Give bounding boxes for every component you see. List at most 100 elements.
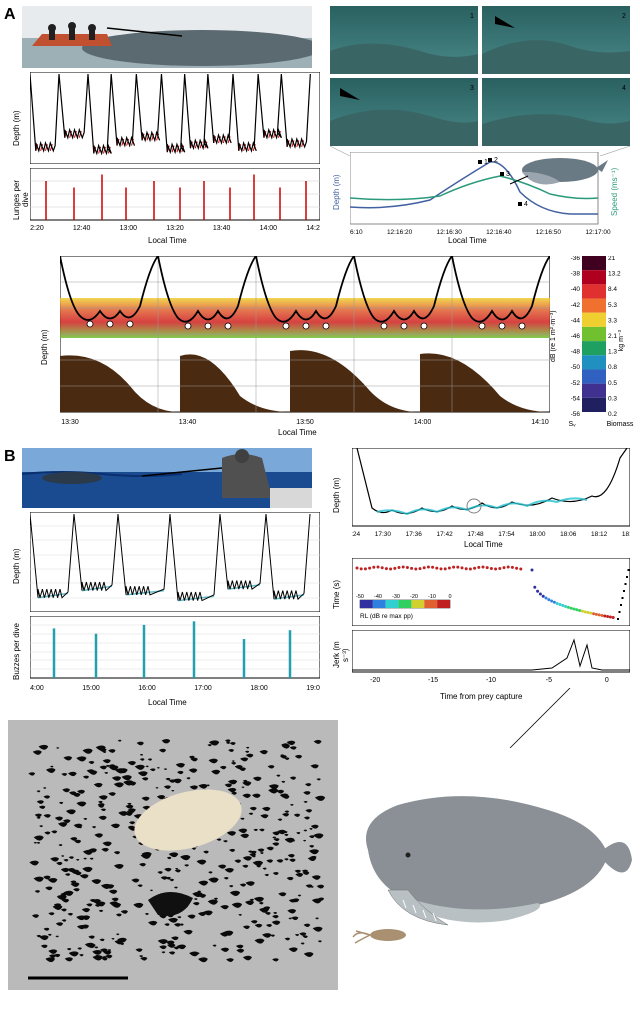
svg-text:-20: -20 [410,594,418,600]
svg-text:17:42: 17:42 [437,531,454,538]
svg-text:-20: -20 [370,677,380,684]
svg-text:-40: -40 [374,594,382,600]
svg-text:0: 0 [448,594,451,600]
svg-text:4: 4 [524,201,528,208]
panel-a-label: A [4,6,16,24]
b-detail-xlabel: Local Time [464,540,503,549]
svg-text:-52: -52 [571,380,581,387]
svg-text:-48: -48 [571,349,581,356]
b-ici-chart: RL (dB re max pp) -50-40-30-20-100 [352,558,630,626]
svg-text:2: 2 [622,13,626,20]
svg-text:14:00: 14:00 [414,419,432,426]
svg-text:14:00: 14:00 [30,685,44,692]
svg-text:-36: -36 [571,256,581,262]
svg-text:12:16:10: 12:16:10 [350,229,363,236]
b-depth-xlabel: Local Time [148,698,187,707]
svg-text:-10: -10 [428,594,436,600]
svg-text:0: 0 [605,677,609,684]
a-depth-ylabel: Depth (m) [12,92,21,164]
svg-text:5.3: 5.3 [608,302,617,309]
svg-text:-42: -42 [571,302,581,309]
panel-b-label: B [4,448,16,466]
svg-text:4: 4 [622,85,626,92]
a-depth-xlabel: Local Time [148,236,187,245]
svg-text:17:24: 17:24 [352,531,361,538]
svg-text:1: 1 [470,13,474,20]
b-connector [480,688,580,748]
svg-text:1.3: 1.3 [608,349,617,356]
a-zoom-depth-ylabel: Depth (m) [332,162,341,222]
svg-text:17:30: 17:30 [375,531,392,538]
svg-text:12:40: 12:40 [73,225,91,232]
svg-text:12:17:00: 12:17:00 [585,229,611,236]
svg-text:-44: -44 [571,317,581,324]
a-zoom-chart: 12:16:10 12:16:20 12:16:30 12:16:40 12:16:50… [350,152,612,240]
a-zoom-speed-ylabel: Speed (ms⁻¹) [610,162,619,222]
svg-text:19:00: 19:00 [306,685,320,692]
a-zoom-xlabel: Local Time [448,236,487,245]
svg-text:18:18: 18:18 [622,531,630,538]
svg-text:0.8: 0.8 [608,364,617,371]
svg-text:17:54: 17:54 [498,531,515,538]
svg-text:17:00: 17:00 [194,685,212,692]
a-lunges-ylabel: Lunges per dive [12,172,30,228]
svg-text:-40: -40 [571,286,581,293]
svg-text:-5: -5 [546,677,552,684]
svg-text:18:12: 18:12 [591,531,608,538]
svg-text:-46: -46 [571,333,581,340]
svg-text:0.5: 0.5 [608,380,617,387]
svg-text:12:20: 12:20 [30,225,44,232]
svg-text:21: 21 [608,256,616,262]
a-echo-ylabel: Depth (m) [40,282,49,412]
svg-text:14:10: 14:10 [531,419,549,426]
b-spermwhale-art [348,760,634,970]
svg-text:-54: -54 [571,395,581,402]
svg-text:12:16:50: 12:16:50 [536,229,562,236]
svg-text:RL (dB re max pp): RL (dB re max pp) [360,613,413,620]
svg-text:3: 3 [470,85,474,92]
svg-text:13:40: 13:40 [179,419,197,426]
svg-text:12:16:20: 12:16:20 [387,229,413,236]
svg-text:-56: -56 [571,411,581,418]
svg-text:17:48: 17:48 [467,531,484,538]
svg-text:12:16:30: 12:16:30 [437,229,463,236]
svg-text:15:00: 15:00 [82,685,100,692]
svg-text:3.3: 3.3 [608,317,617,324]
svg-text:1: 1 [484,159,488,166]
svg-text:-50: -50 [571,364,581,371]
a-echogram: 13:3013:4013:5014:0014:10 40801201602002… [60,256,550,428]
svg-text:13:30: 13:30 [61,419,79,426]
cb-unit-right: kg m⁻³ [618,330,626,351]
svg-text:18:06: 18:06 [560,531,577,538]
b-buzz-chart: 14:00 15:00 16:00 17:00 18:00 19:00 [30,616,320,694]
svg-text:12:16:40: 12:16:40 [486,229,512,236]
svg-text:13.2: 13.2 [608,271,621,278]
a-lunges-chart: 12:2012:4013:0013:2013:4014:0014:20 [30,168,320,232]
a-depth-chart [30,72,320,164]
b-tagging-photo [22,448,312,508]
rorqual-illustration [510,158,608,184]
svg-text:14:20: 14:20 [306,225,320,232]
svg-text:13:40: 13:40 [213,225,231,232]
svg-text:-38: -38 [571,271,581,278]
svg-text:-50: -50 [356,594,364,600]
svg-text:16:00: 16:00 [138,685,156,692]
svg-text:0.2: 0.2 [608,411,617,418]
b-dive-detail: 17:24 17:30 17:36 17:42 17:48 17:54 18:00 18:06… [352,448,630,542]
svg-text:18:00: 18:00 [529,531,546,538]
svg-text:0.3: 0.3 [608,395,617,402]
b-depth-ylabel: Depth (m) [12,526,21,606]
svg-text:8.4: 8.4 [608,286,617,293]
svg-text:13:50: 13:50 [296,419,314,426]
svg-text:-15: -15 [428,677,438,684]
svg-text:-10: -10 [486,677,496,684]
svg-text:Sᵥ: Sᵥ [569,421,577,428]
svg-text:17:36: 17:36 [406,531,423,538]
svg-text:3: 3 [506,171,510,178]
svg-text:13:20: 13:20 [166,225,184,232]
b-jerk-chart: -20 -15 -10 -5 0 [352,630,630,688]
svg-text:18:00: 18:00 [250,685,268,692]
a-video-frames: 1 2 3 4 [330,6,630,146]
a-echo-xlabel: Local Time [278,428,317,437]
cb-unit-left: dB (re 1 m²·m⁻³) [550,276,558,396]
